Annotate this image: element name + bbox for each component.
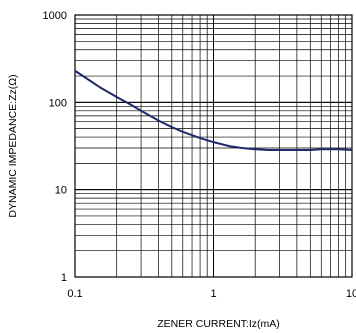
y-tick-label: 100	[49, 97, 67, 109]
series-group	[74, 69, 353, 151]
y-tick-label: 10	[55, 185, 67, 197]
series-line	[74, 69, 353, 151]
y-tick-label: 1	[61, 272, 67, 284]
grid	[74, 14, 353, 278]
y-axis-title: DYNAMIC IMPEDANCE:Zz(Ω)	[7, 74, 19, 217]
x-tick-label: 10	[346, 288, 356, 300]
plot-frame	[74, 14, 353, 278]
x-tick-label: 0.1	[67, 288, 82, 300]
x-axis-title: ZENER CURRENT:Iz(mA)	[157, 318, 280, 330]
y-tick-label: 1000	[43, 10, 67, 22]
x-tick-label: 1	[210, 288, 216, 300]
